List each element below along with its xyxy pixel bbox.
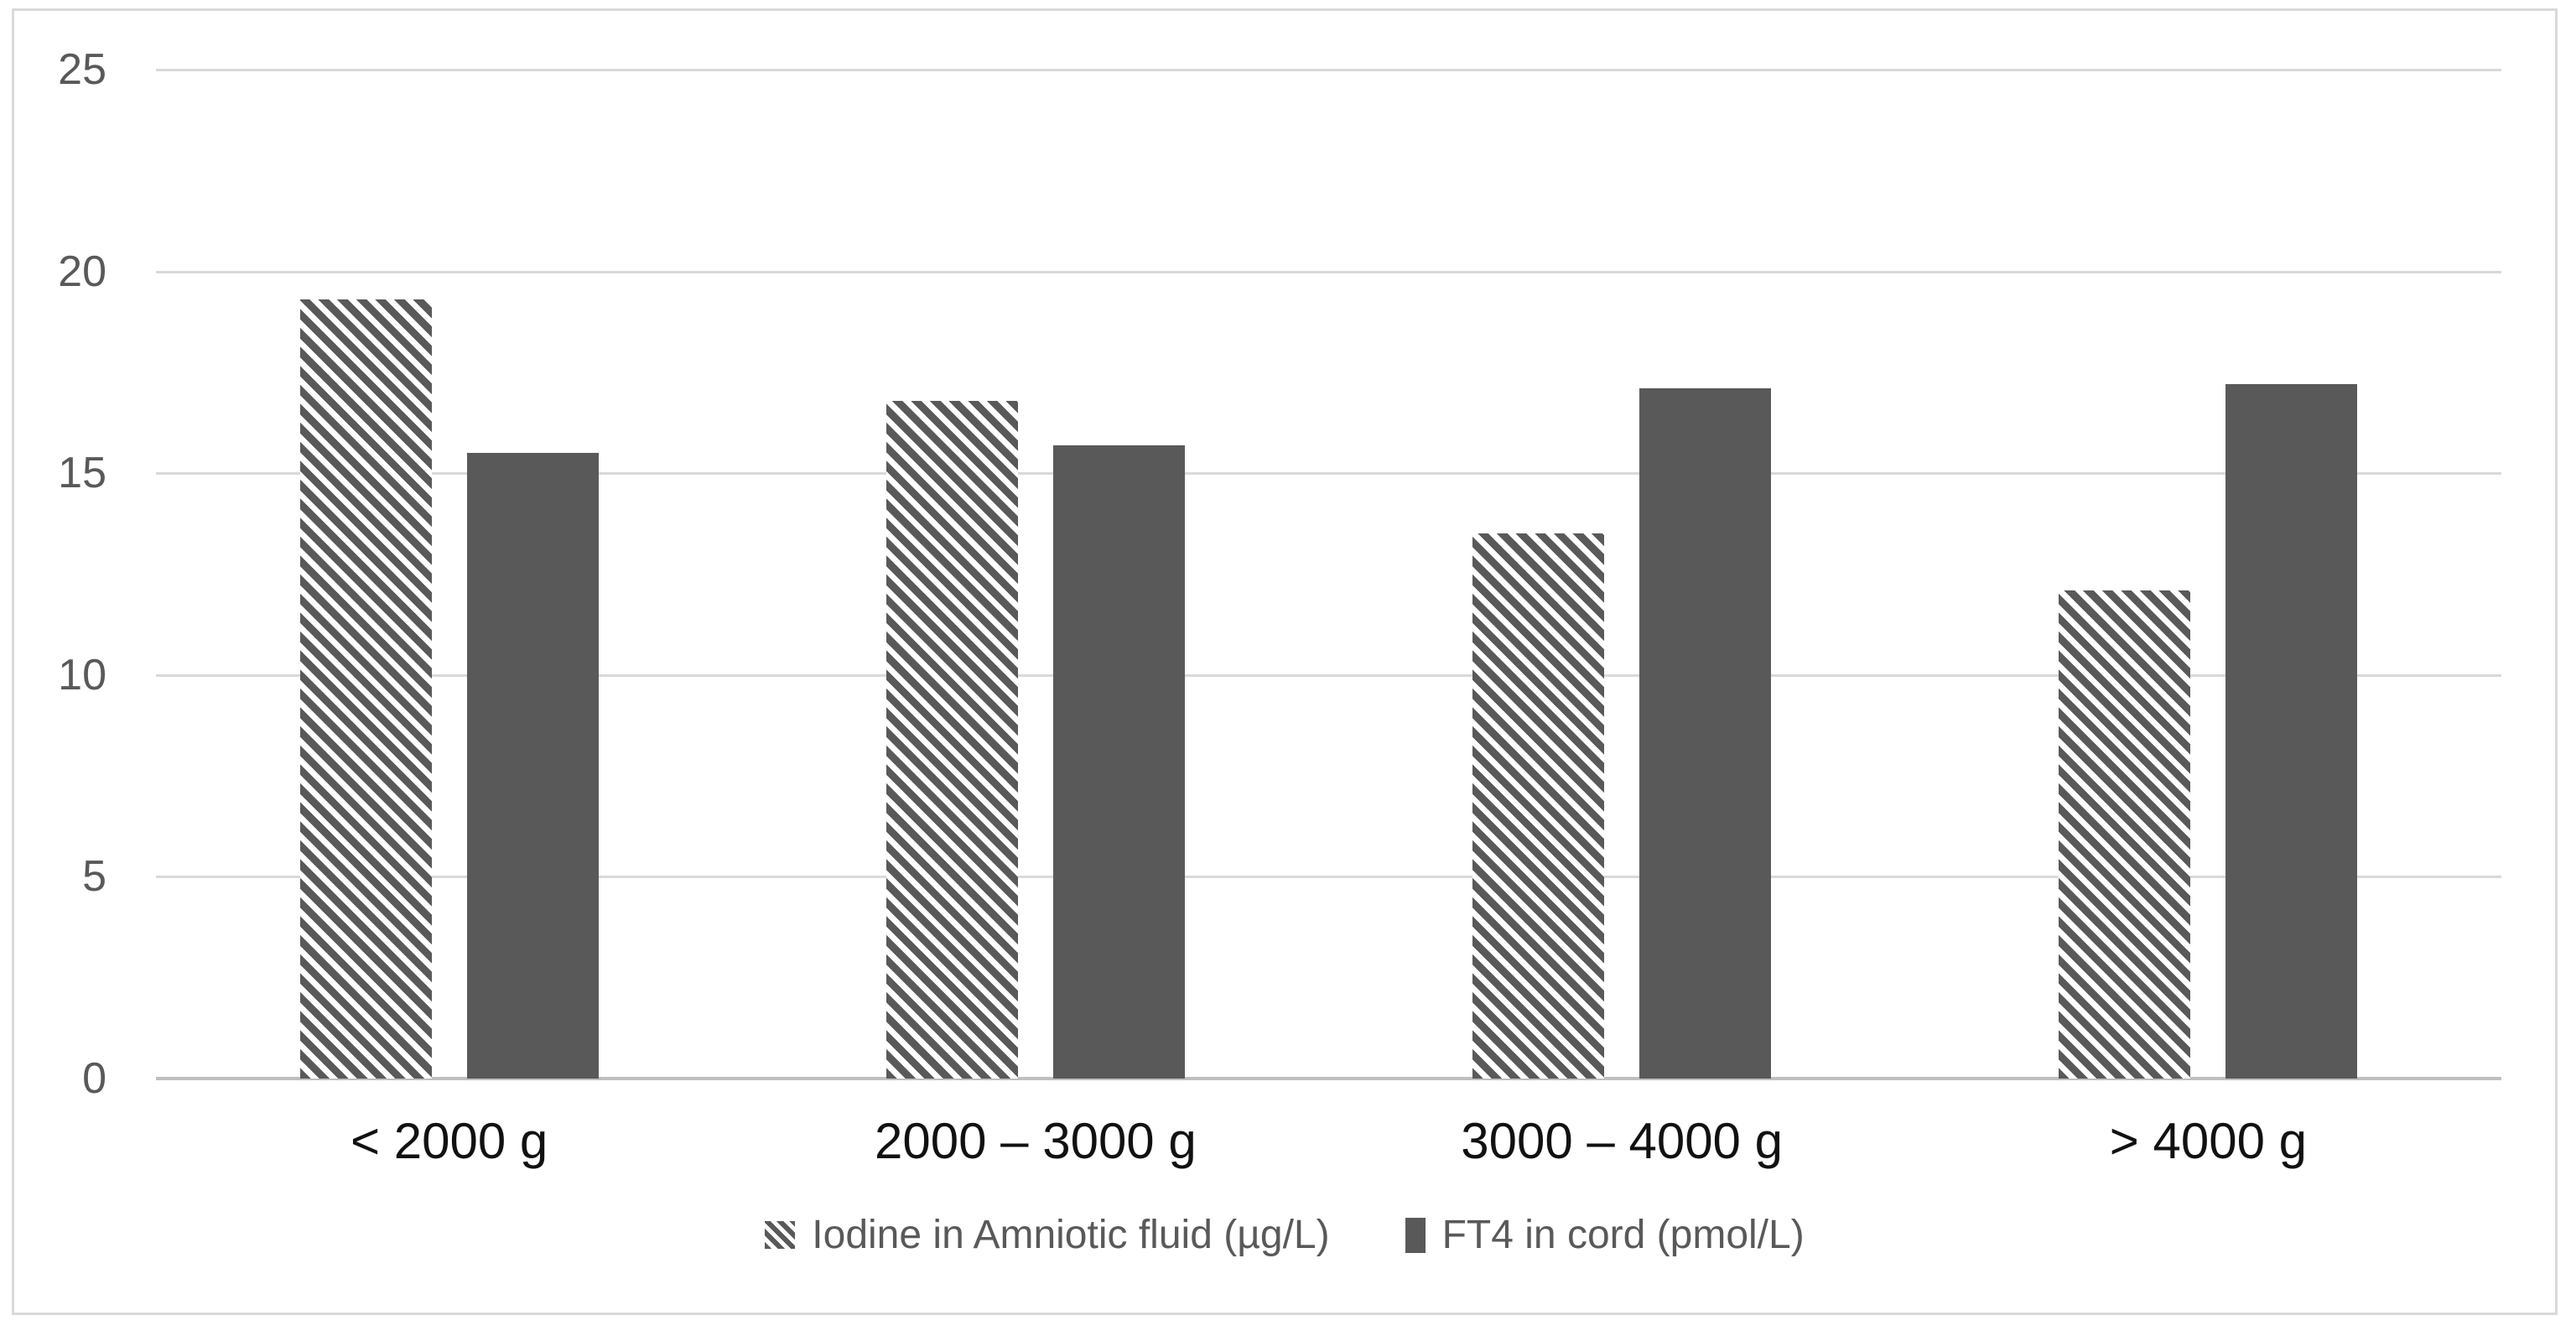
legend: Iodine in Amniotic fluid (µg/L) FT4 in co… xyxy=(14,1212,2555,1258)
x-category-label-1: < 2000 g xyxy=(351,1113,548,1169)
x-axis-baseline xyxy=(156,1077,2501,1080)
x-category-label-3: 3000 – 4000 g xyxy=(1461,1113,1783,1169)
bar-ft4-group-2 xyxy=(1052,445,1185,1079)
gridline-y-25 xyxy=(156,69,2501,71)
y-tick-label-10: 10 xyxy=(58,650,106,699)
legend-label: Iodine in Amniotic fluid (µg/L) xyxy=(812,1213,1330,1257)
legend-swatch-hatched-icon xyxy=(765,1221,796,1249)
x-category-label-2: 2000 – 3000 g xyxy=(875,1113,1197,1169)
gridline-y-20 xyxy=(156,270,2501,273)
plot-area xyxy=(156,69,2501,1080)
y-tick-label-15: 15 xyxy=(58,449,106,498)
x-category-label-4: > 4000 g xyxy=(2109,1113,2307,1169)
bar-ft4-group-3 xyxy=(1639,388,1772,1079)
gridline-y-15 xyxy=(156,472,2501,476)
y-tick-label-20: 20 xyxy=(58,247,106,296)
legend-item-ft4: FT4 in cord (pmol/L) xyxy=(1405,1212,1805,1258)
legend-item-iodine: Iodine in Amniotic fluid (µg/L) xyxy=(765,1212,1330,1258)
bar-iodine-group-1 xyxy=(299,299,432,1079)
y-tick-label-25: 25 xyxy=(58,45,106,94)
bar-ft4-group-4 xyxy=(2225,384,2358,1079)
legend-swatch-solid-icon xyxy=(1405,1217,1426,1253)
y-tick-label-0: 0 xyxy=(82,1054,106,1103)
y-tick-label-5: 5 xyxy=(82,852,106,902)
bar-iodine-group-3 xyxy=(1472,533,1605,1079)
bar-iodine-group-2 xyxy=(886,400,1018,1079)
bar-chart: 0 5 10 15 20 25 < 2000 g 2000 – 3000 g 3000 – 4… xyxy=(12,8,2558,1315)
gridline-y-5 xyxy=(156,876,2501,879)
bar-iodine-group-4 xyxy=(2059,590,2191,1079)
bar-ft4-group-1 xyxy=(466,453,599,1079)
legend-label: FT4 in cord (pmol/L) xyxy=(1441,1213,1805,1257)
gridline-y-10 xyxy=(156,673,2501,677)
